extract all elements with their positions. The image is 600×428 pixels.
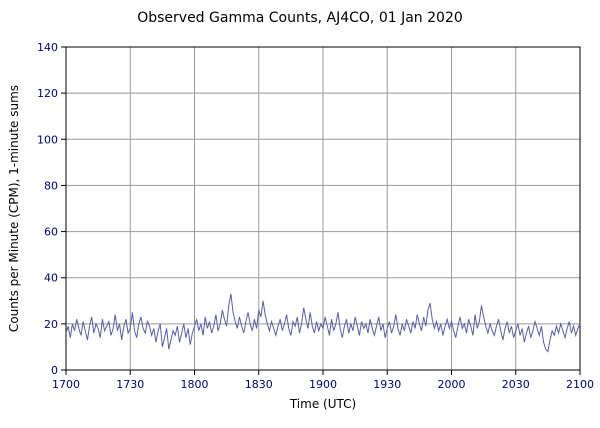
x-tick-label: 2000 bbox=[438, 378, 466, 391]
y-tick-label: 0 bbox=[51, 364, 58, 377]
y-axis-title: Counts per Minute (CPM), 1-minute sums bbox=[7, 85, 21, 332]
y-tick-label: 140 bbox=[37, 41, 58, 54]
x-tick-label: 2100 bbox=[566, 378, 594, 391]
y-tick-label: 80 bbox=[44, 179, 58, 192]
chart-title: Observed Gamma Counts, AJ4CO, 01 Jan 202… bbox=[137, 10, 463, 26]
x-tick-label: 1830 bbox=[245, 378, 273, 391]
y-tick-label: 20 bbox=[44, 318, 58, 331]
y-tick-label: 100 bbox=[37, 133, 58, 146]
x-axis-title: Time (UTC) bbox=[289, 397, 356, 411]
x-tick-label: 1930 bbox=[373, 378, 401, 391]
y-tick-label: 60 bbox=[44, 226, 58, 239]
x-tick-label: 1700 bbox=[52, 378, 80, 391]
data-series-line bbox=[65, 293, 581, 353]
x-tick-label: 2030 bbox=[502, 378, 530, 391]
x-tick-label: 1900 bbox=[309, 378, 337, 391]
x-tick-label: 1800 bbox=[181, 378, 209, 391]
y-tick-label: 40 bbox=[44, 272, 58, 285]
y-tick-label: 120 bbox=[37, 87, 58, 100]
x-tick-label: 1730 bbox=[116, 378, 144, 391]
